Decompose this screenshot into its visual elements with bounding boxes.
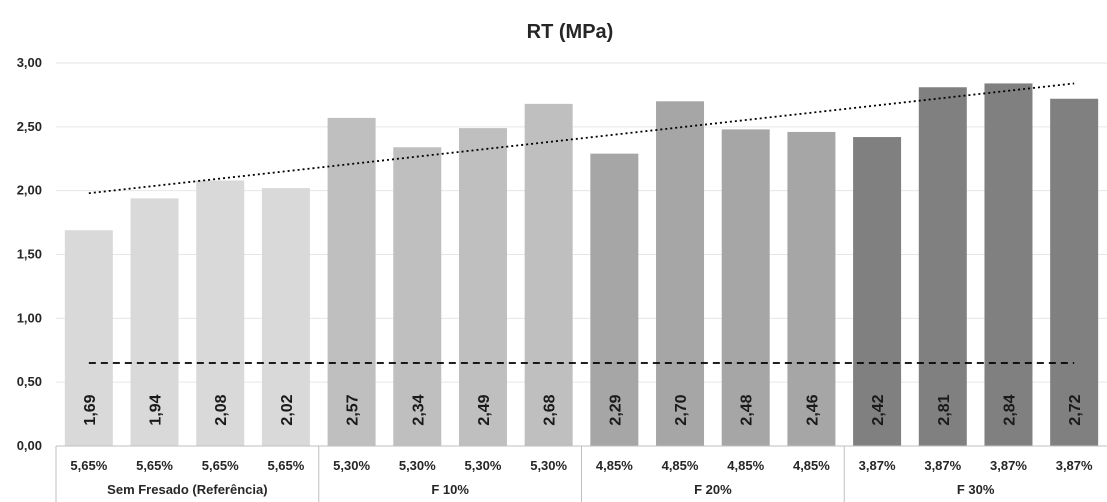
bar <box>130 198 179 446</box>
data-label: 2,81 <box>936 394 953 425</box>
x-tick-label: 3,87% <box>990 458 1027 473</box>
bar <box>1050 98 1099 446</box>
overlay-lines <box>88 82 1075 364</box>
bar <box>918 87 967 447</box>
bar <box>984 83 1033 446</box>
data-label: 2,49 <box>476 394 493 425</box>
data-label: 2,34 <box>410 394 427 425</box>
data-label: 2,70 <box>673 394 690 425</box>
data-label: 2,84 <box>1001 394 1018 425</box>
bar <box>721 129 770 447</box>
y-tick-label: 0,50 <box>17 374 42 389</box>
y-tick-label: 3,00 <box>17 55 42 70</box>
x-tick-label: 5,65% <box>202 458 239 473</box>
group-label: Sem Fresado (Referência) <box>107 482 267 497</box>
bar <box>393 147 442 446</box>
bar <box>196 180 245 446</box>
data-label: 1,94 <box>148 394 165 425</box>
data-label: 1,69 <box>82 394 99 425</box>
data-label: 2,08 <box>213 394 230 425</box>
bar <box>590 153 639 447</box>
x-tick-label: 4,85% <box>793 458 830 473</box>
y-tick-label: 2,50 <box>17 119 42 134</box>
bar <box>327 117 376 446</box>
group-label: F 10% <box>431 482 469 497</box>
x-tick-label: 5,65% <box>136 458 173 473</box>
x-axis: 5,65% 5,65% 5,65% 5,65% 5,30% 5,30% 5,30% 5,30%… <box>55 445 1107 502</box>
x-tick-label: 5,65% <box>70 458 107 473</box>
bar <box>656 101 705 447</box>
y-tick-label: 2,00 <box>17 183 42 198</box>
x-tick-label: 3,87% <box>924 458 961 473</box>
data-label: 2,42 <box>870 394 887 425</box>
x-tick-label: 4,85% <box>662 458 699 473</box>
x-tick-label: 5,65% <box>267 458 304 473</box>
bar <box>853 137 902 446</box>
x-tick-label: 4,85% <box>727 458 764 473</box>
data-label: 2,57 <box>345 394 362 425</box>
group-label: F 30% <box>957 482 995 497</box>
x-tick-label: 5,30% <box>333 458 370 473</box>
data-label: 2,29 <box>607 394 624 425</box>
chart-title: RT (MPa) <box>527 21 614 43</box>
data-labels: 1,69 1,94 2,08 2,02 2,57 2,34 2,49 2,68 2,29 2,70… <box>82 394 1084 425</box>
x-tick-label: 3,87% <box>859 458 896 473</box>
x-tick-label: 5,30% <box>399 458 436 473</box>
y-tick-label: 1,00 <box>17 310 42 325</box>
bar <box>261 188 310 446</box>
data-label: 2,68 <box>542 394 559 425</box>
y-axis-tick-labels: 0,00 0,50 1,00 1,50 2,00 2,50 3,00 <box>17 55 42 453</box>
x-tick-label: 3,87% <box>1056 458 1093 473</box>
data-label: 2,72 <box>1067 394 1084 425</box>
y-tick-label: 1,50 <box>17 247 42 262</box>
bar <box>64 230 113 446</box>
bar <box>524 103 573 446</box>
group-label: F 20% <box>694 482 732 497</box>
x-tick-label: 4,85% <box>596 458 633 473</box>
data-label: 2,46 <box>804 394 821 425</box>
x-tick-label: 5,30% <box>465 458 502 473</box>
bars <box>64 83 1099 447</box>
trendline <box>88 82 1075 195</box>
data-label: 2,48 <box>739 394 756 425</box>
bar <box>787 131 836 446</box>
bar <box>458 128 507 447</box>
x-tick-label: 5,30% <box>530 458 567 473</box>
data-label: 2,02 <box>279 394 296 425</box>
y-tick-label: 0,00 <box>17 438 42 453</box>
